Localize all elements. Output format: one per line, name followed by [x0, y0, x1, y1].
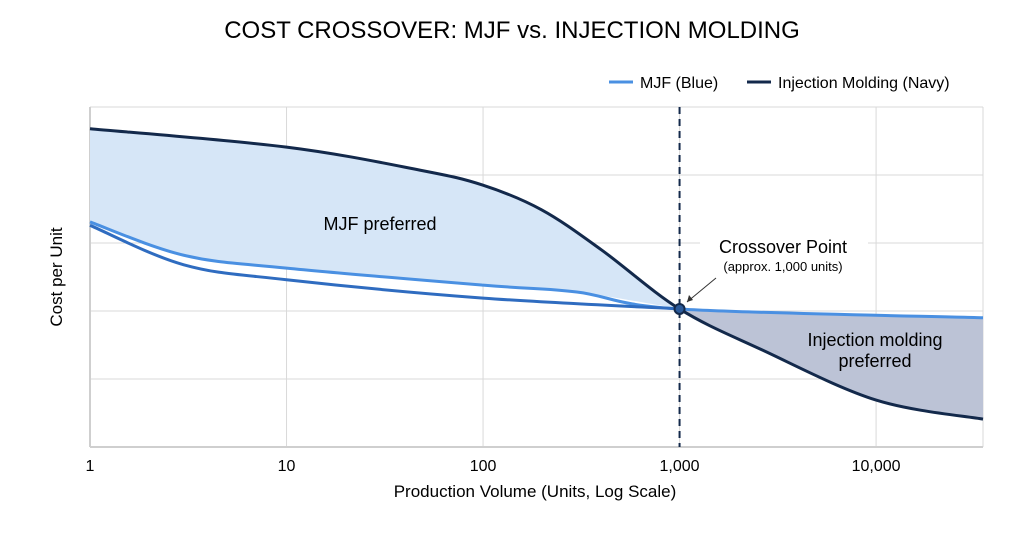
regions [90, 128, 983, 420]
legend-label-injection: Injection Molding (Navy) [778, 75, 950, 92]
x-tick-labels: 1 10 100 1,000 10,000 [86, 458, 901, 475]
x-tick-label: 10,000 [852, 458, 901, 475]
crossover-arrowhead [687, 295, 693, 302]
crossover-label-bg [700, 236, 868, 276]
series-line-2 [89, 127, 984, 421]
grid [89, 106, 984, 448]
legend: MJF (Blue) Injection Molding (Navy) [609, 75, 950, 92]
series-line-0 [89, 220, 984, 320]
series-line-1 [89, 223, 680, 311]
crossover-title: Crossover Point [719, 237, 847, 257]
crossover-point [673, 302, 686, 315]
injection-preferred-region [679, 308, 983, 420]
mjf-preferred-region [90, 128, 680, 309]
x-tick-label: 1,000 [660, 458, 700, 475]
series-lines [89, 127, 984, 421]
region-label-mjf: MJF preferred [323, 214, 436, 234]
x-tick-label: 100 [470, 458, 497, 475]
chart-title: COST CROSSOVER: MJF vs. INJECTION MOLDIN… [224, 17, 800, 44]
x-axis-label: Production Volume (Units, Log Scale) [394, 482, 677, 501]
crossover-subtitle: (approx. 1,000 units) [723, 259, 842, 274]
legend-label-mjf: MJF (Blue) [640, 75, 718, 92]
crossover-arrow [686, 277, 717, 303]
y-axis-label: Cost per Unit [47, 227, 66, 326]
x-tick-label: 10 [278, 458, 296, 475]
region-label-injection-1: Injection molding [807, 330, 942, 350]
x-tick-label: 1 [86, 458, 95, 475]
region-label-injection-2: preferred [838, 351, 911, 371]
